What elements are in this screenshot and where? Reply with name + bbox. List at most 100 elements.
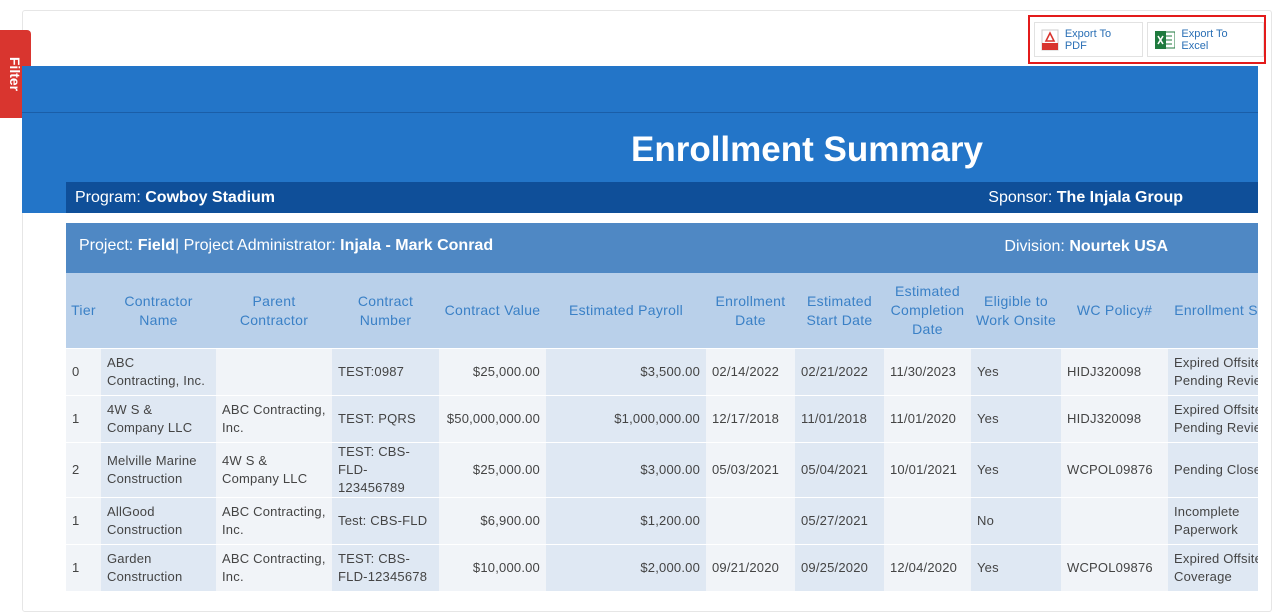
sponsor-value: The Injala Group bbox=[1056, 189, 1183, 206]
table-cell: HIDJ320098 bbox=[1061, 395, 1168, 443]
column-header: Estimated Completion Date bbox=[884, 273, 971, 349]
table-cell: 0 bbox=[66, 348, 101, 396]
table-cell: 1 bbox=[66, 544, 101, 592]
table-row: 1 Garden Construction ABC Contracting, Inc… bbox=[66, 544, 1258, 592]
table-cell: Yes bbox=[971, 544, 1061, 592]
table-cell: WCPOL09876 bbox=[1061, 442, 1168, 498]
table-cell: 10/01/2021 bbox=[884, 442, 971, 498]
export-toolbar: Export To PDF Export To Excel bbox=[1028, 15, 1266, 64]
table-cell: Test: CBS-FLD bbox=[332, 497, 439, 545]
table-cell: $3,500.00 bbox=[546, 348, 706, 396]
table-cell: 2 bbox=[66, 442, 101, 498]
admin-value: Injala - Mark Conrad bbox=[340, 237, 494, 254]
table-row: 2 Melville Marine Construction 4W S & Comp… bbox=[66, 442, 1258, 498]
table-cell: ABC Contracting, Inc. bbox=[216, 544, 332, 592]
table-cell: $3,000.00 bbox=[546, 442, 706, 498]
table-cell: Yes bbox=[971, 395, 1061, 443]
export-excel-label: Export To Excel bbox=[1181, 27, 1228, 52]
column-header: Enrollment Date bbox=[706, 273, 795, 349]
table-cell: 11/01/2020 bbox=[884, 395, 971, 443]
table-cell: Pending Closeout bbox=[1168, 442, 1258, 498]
table-cell: $25,000.00 bbox=[439, 442, 546, 498]
column-header: Contract Value bbox=[439, 273, 546, 349]
project-value: Field bbox=[137, 237, 176, 254]
table-cell: 09/21/2020 bbox=[706, 544, 795, 592]
table-cell: Yes bbox=[971, 442, 1061, 498]
enrollment-table: Tier Contractor Name Parent Contractor Cont… bbox=[66, 273, 1258, 592]
table-cell: HIDJ320098 bbox=[1061, 348, 1168, 396]
report-header: Enrollment Summary Program: Cowboy Stadi… bbox=[22, 66, 1258, 213]
table-cell: AllGood Construction bbox=[101, 497, 216, 545]
division-value: Nourtek USA bbox=[1069, 238, 1168, 255]
page: Filter Export To PDF Export To Excel Enr… bbox=[0, 10, 1272, 612]
table-cell: 05/04/2021 bbox=[795, 442, 884, 498]
table-cell: Yes bbox=[971, 348, 1061, 396]
report-title: Enrollment Summary bbox=[630, 130, 984, 169]
table-cell: $1,000,000.00 bbox=[546, 395, 706, 443]
column-header: Tier bbox=[66, 273, 101, 349]
table-cell: 05/27/2021 bbox=[795, 497, 884, 545]
table-row: 0 ABC Contracting, Inc. TEST:0987 $25,000.0… bbox=[66, 348, 1258, 396]
column-header: Contract Number bbox=[332, 273, 439, 349]
table-cell: Melville Marine Construction bbox=[101, 442, 216, 498]
project-bar: Project: Field| Project Administrator: I… bbox=[66, 223, 1258, 273]
header-row: Tier Contractor Name Parent Contractor Cont… bbox=[66, 273, 1258, 349]
table-body: 0 ABC Contracting, Inc. TEST:0987 $25,000.0… bbox=[66, 348, 1258, 592]
table-cell: TEST: CBS-FLD-123456789 bbox=[332, 442, 439, 498]
table-row: 1 4W S & Company LLC ABC Contracting, Inc.… bbox=[66, 395, 1258, 443]
pdf-icon bbox=[1041, 29, 1059, 50]
table-cell: ABC Contracting, Inc. bbox=[101, 348, 216, 396]
table-cell: $1,200.00 bbox=[546, 497, 706, 545]
table-cell: 12/17/2018 bbox=[706, 395, 795, 443]
table-cell: WCPOL09876 bbox=[1061, 544, 1168, 592]
table-cell: $50,000,000.00 bbox=[439, 395, 546, 443]
table-cell: ABC Contracting, Inc. bbox=[216, 497, 332, 545]
table-cell: 02/21/2022 bbox=[795, 348, 884, 396]
column-header: Enrollment Status bbox=[1168, 273, 1258, 349]
export-excel-button[interactable]: Export To Excel bbox=[1146, 22, 1264, 57]
table-cell: $2,000.00 bbox=[546, 544, 706, 592]
excel-icon bbox=[1154, 30, 1176, 49]
table-cell: Garden Construction bbox=[101, 544, 216, 592]
program-value: Cowboy Stadium bbox=[145, 189, 276, 206]
table-cell: 4W S & Company LLC bbox=[101, 395, 216, 443]
table-cell: 1 bbox=[66, 395, 101, 443]
table-cell: Expired Offsite Coverage bbox=[1168, 544, 1258, 592]
column-header: Estimated Start Date bbox=[795, 273, 884, 349]
table-cell: $25,000.00 bbox=[439, 348, 546, 396]
export-pdf-label: Export To PDF bbox=[1064, 27, 1112, 52]
export-pdf-button[interactable]: Export To PDF bbox=[1034, 22, 1143, 57]
divider bbox=[22, 112, 1258, 113]
table-cell: 09/25/2020 bbox=[795, 544, 884, 592]
table-cell bbox=[216, 348, 332, 396]
column-header: Parent Contractor bbox=[216, 273, 332, 349]
table-cell bbox=[884, 497, 971, 545]
column-header: Eligible to Work Onsite bbox=[971, 273, 1061, 349]
program-label: Program: bbox=[75, 189, 141, 206]
table-cell: $10,000.00 bbox=[439, 544, 546, 592]
admin-label: Project Administrator: bbox=[183, 237, 336, 254]
table-cell: 4W S & Company LLC bbox=[216, 442, 332, 498]
table-cell: 1 bbox=[66, 497, 101, 545]
table-cell: 12/04/2020 bbox=[884, 544, 971, 592]
program-bar: Program: Cowboy Stadium Sponsor: The Inj… bbox=[66, 182, 1258, 213]
sponsor-label: Sponsor: bbox=[988, 189, 1053, 206]
table-row: 1 AllGood Construction ABC Contracting, In… bbox=[66, 497, 1258, 545]
table-cell: $6,900.00 bbox=[439, 497, 546, 545]
column-header: WC Policy# bbox=[1061, 273, 1168, 349]
table-cell: Expired Offsite Pending Review bbox=[1168, 348, 1258, 396]
division-label: Division: bbox=[1004, 238, 1065, 255]
table-cell: TEST: PQRS bbox=[332, 395, 439, 443]
table-cell bbox=[706, 497, 795, 545]
column-header: Estimated Payroll bbox=[546, 273, 706, 349]
table-cell: ABC Contracting, Inc. bbox=[216, 395, 332, 443]
table-container: Tier Contractor Name Parent Contractor Cont… bbox=[66, 273, 1258, 593]
table-cell: 02/14/2022 bbox=[706, 348, 795, 396]
table-cell: 11/01/2018 bbox=[795, 395, 884, 443]
project-label: Project: bbox=[79, 237, 134, 254]
table-cell: 11/30/2023 bbox=[884, 348, 971, 396]
separator: | bbox=[175, 237, 180, 254]
table-cell: TEST: CBS-FLD-12345678 bbox=[332, 544, 439, 592]
table-cell: 05/03/2021 bbox=[706, 442, 795, 498]
table-cell: TEST:0987 bbox=[332, 348, 439, 396]
